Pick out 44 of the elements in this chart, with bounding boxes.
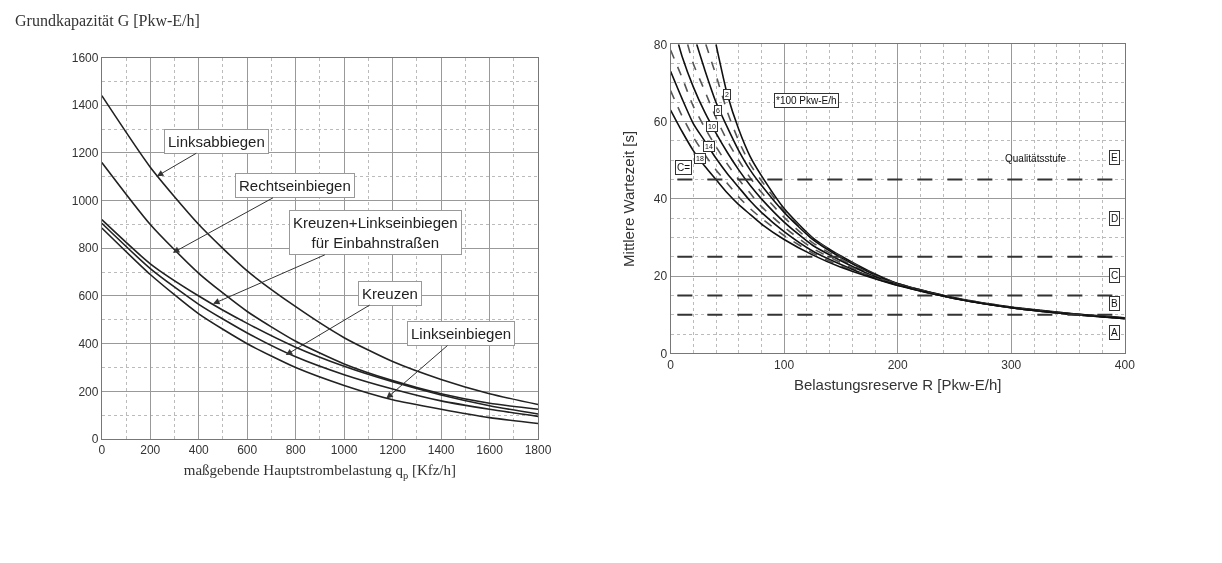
- x-tick-label: 400: [188, 443, 210, 458]
- y-tick-label: 60: [653, 114, 668, 129]
- y-tick-label: 1400: [71, 98, 99, 113]
- x-tick-label: 1400: [427, 443, 455, 458]
- annotation: A: [1111, 327, 1118, 338]
- x-axis-title: maßgebende Hauptstrombelastung q$_{p}$ [Kfz/h]: [183, 462, 457, 481]
- x-tick-label: 600: [237, 443, 258, 458]
- y-tick-label: 800: [78, 241, 99, 256]
- x-tick-label: 200: [140, 443, 161, 458]
- annotation: Kreuzen: [362, 285, 418, 302]
- x-tick-label: 1800: [524, 443, 552, 458]
- annotation: Rechtseinbiegen: [239, 177, 351, 194]
- y-tick-label: 80: [653, 37, 668, 52]
- annotation: B: [1111, 298, 1118, 309]
- annotation: E: [1111, 152, 1118, 163]
- x-tick-label: 800: [285, 443, 307, 458]
- y-tick-label: 200: [78, 384, 99, 399]
- x-tick-label: 400: [1114, 357, 1136, 372]
- y-tick-label: 0: [91, 432, 99, 447]
- x-axis-title: Belastungsreserve R [Pkw-E/h]: [793, 375, 1002, 393]
- y-tick-label: 1200: [71, 146, 99, 161]
- annotation: Qualitätsstufe: [1005, 153, 1067, 164]
- y-tick-label: 600: [78, 289, 99, 304]
- y-axis-title: Grundkapazität G [Pkw-E/h]: [15, 12, 200, 30]
- annotation: C=: [677, 162, 691, 173]
- annotation: Linkseinbiegen: [411, 325, 512, 342]
- annotation: Kreuzen+Linkseinbiegen für Einbahnstraßen: [293, 214, 458, 251]
- y-tick-label: 1600: [71, 50, 99, 65]
- annotation: D: [1111, 213, 1119, 224]
- annotation: Linksabbiegen: [168, 133, 265, 150]
- x-tick-label: 1000: [330, 443, 358, 458]
- annotation: C: [1111, 270, 1119, 281]
- x-tick-label: 300: [1001, 357, 1022, 372]
- y-axis-title: Mittlere Wartezeit [s]: [620, 130, 638, 267]
- x-tick-label: 100: [774, 357, 795, 372]
- y-tick-label: 400: [78, 336, 99, 351]
- x-tick-label: 200: [887, 357, 909, 372]
- x-tick-label: 1600: [476, 443, 504, 458]
- annotation: *100 Pkw-E/h: [776, 95, 837, 106]
- y-tick-label: 0: [660, 346, 668, 361]
- y-tick-label: 40: [653, 192, 668, 207]
- x-tick-label: 1200: [379, 443, 407, 458]
- y-tick-label: 20: [653, 269, 668, 284]
- y-tick-label: 1000: [71, 193, 99, 208]
